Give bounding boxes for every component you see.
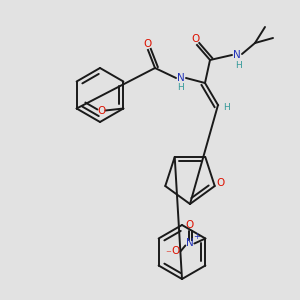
Text: N: N xyxy=(177,73,185,83)
Text: O: O xyxy=(185,220,194,230)
Text: +: + xyxy=(193,232,200,241)
Text: O: O xyxy=(192,34,200,44)
Text: H: H xyxy=(235,61,242,70)
Text: O: O xyxy=(143,39,151,49)
Text: O: O xyxy=(97,106,106,116)
Text: N: N xyxy=(233,50,241,60)
Text: N: N xyxy=(185,238,193,248)
Text: O: O xyxy=(217,178,225,188)
Text: H: H xyxy=(178,83,184,92)
Text: O: O xyxy=(171,247,179,256)
Text: ⁻: ⁻ xyxy=(165,250,171,260)
Text: H: H xyxy=(223,103,230,112)
